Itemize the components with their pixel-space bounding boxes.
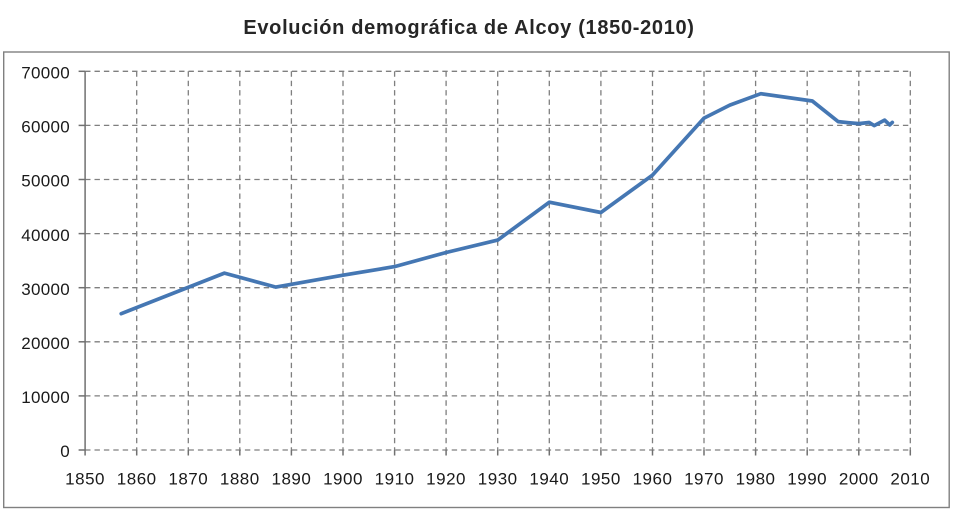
svg-text:2000: 2000 xyxy=(839,470,879,489)
svg-text:40000: 40000 xyxy=(21,226,70,245)
svg-text:60000: 60000 xyxy=(21,118,70,137)
svg-text:1910: 1910 xyxy=(375,470,415,489)
svg-text:1950: 1950 xyxy=(581,470,621,489)
svg-text:1940: 1940 xyxy=(529,470,569,489)
svg-text:1900: 1900 xyxy=(323,470,363,489)
svg-text:2010: 2010 xyxy=(890,470,930,489)
svg-text:Evolución demográfica de Alcoy: Evolución demográfica de Alcoy (1850-201… xyxy=(243,17,694,39)
svg-text:1960: 1960 xyxy=(633,470,673,489)
svg-text:1880: 1880 xyxy=(220,470,260,489)
svg-text:30000: 30000 xyxy=(21,280,70,299)
svg-text:1970: 1970 xyxy=(684,470,724,489)
svg-text:1860: 1860 xyxy=(117,470,157,489)
svg-text:20000: 20000 xyxy=(21,334,70,353)
svg-text:10000: 10000 xyxy=(21,388,70,407)
svg-text:1870: 1870 xyxy=(168,470,208,489)
svg-text:1990: 1990 xyxy=(787,470,827,489)
svg-text:50000: 50000 xyxy=(21,172,70,191)
svg-text:1980: 1980 xyxy=(736,470,776,489)
svg-text:0: 0 xyxy=(60,442,70,461)
svg-text:1920: 1920 xyxy=(426,470,466,489)
svg-text:70000: 70000 xyxy=(21,64,70,83)
svg-text:1850: 1850 xyxy=(65,470,105,489)
svg-text:1890: 1890 xyxy=(271,470,311,489)
svg-text:1930: 1930 xyxy=(478,470,518,489)
